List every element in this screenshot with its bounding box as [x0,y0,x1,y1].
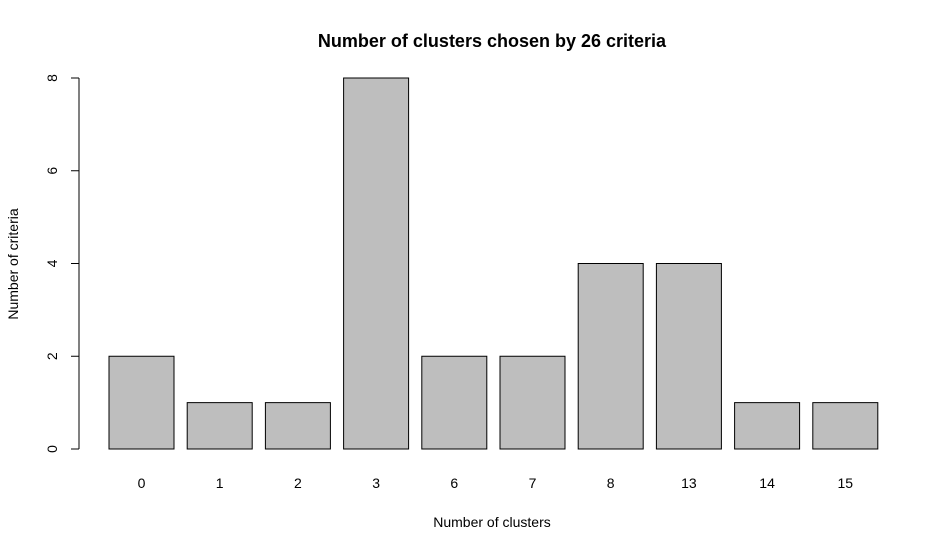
x-tick-label: 2 [294,475,302,491]
x-axis-label: Number of clusters [433,514,550,530]
x-tick-label: 3 [372,475,380,491]
bar-2 [264,402,331,450]
x-tick-label: 15 [838,475,854,491]
x-tick-label: 7 [529,475,537,491]
bar-6 [421,355,488,450]
bar-1 [186,402,253,450]
bar-0 [108,355,175,450]
bar-8 [577,263,644,450]
y-axis-label: Number of criteria [5,208,21,319]
y-tick-label: 2 [44,352,60,360]
y-tick-label: 8 [44,74,60,82]
x-tick-labels: 0 1 2 3 6 7 8 13 14 15 [138,475,854,491]
x-tick-label: 8 [607,475,615,491]
chart-title: Number of clusters chosen by 26 criteria [318,31,667,51]
bar-7 [499,355,566,450]
y-tick-label: 4 [44,259,60,267]
bar-14 [734,402,801,450]
y-axis: 0 2 4 6 8 [44,74,80,453]
x-tick-label: 0 [138,475,146,491]
bar-13 [655,263,722,450]
y-tick-label: 0 [44,445,60,453]
x-tick-label: 14 [759,475,775,491]
x-tick-label: 1 [216,475,224,491]
bar-15 [812,402,879,450]
y-tick-label: 6 [44,167,60,175]
x-tick-label: 13 [681,475,697,491]
bars-group [108,77,879,450]
bar-3 [343,77,410,450]
x-tick-label: 6 [450,475,458,491]
